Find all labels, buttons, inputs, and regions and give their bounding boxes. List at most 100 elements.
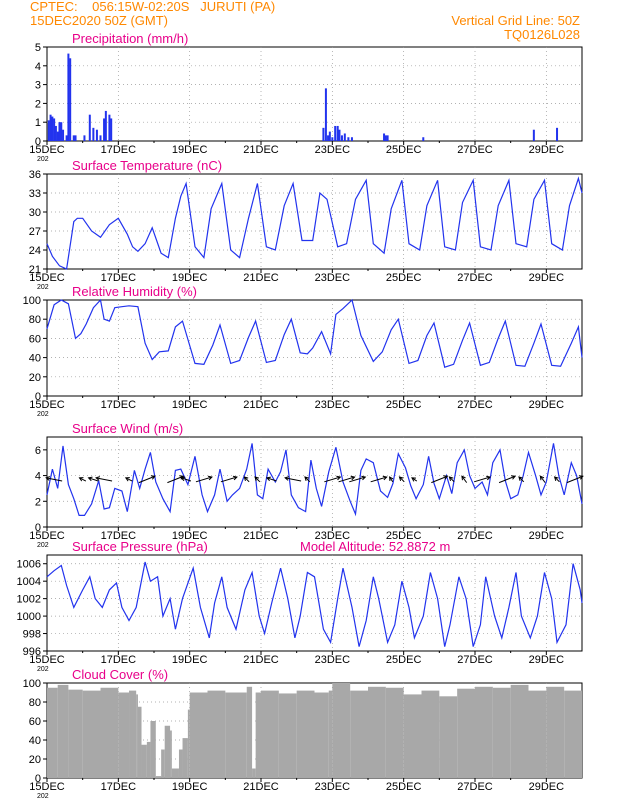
precip-bar [110,118,113,141]
cloud-bar [492,687,511,778]
wind-arrow-head [284,476,290,481]
panel-4: 15DEC 17DEC 19DEC 21DEC 23DEC 25DEC 27DEC 29DEC… [29,421,584,549]
y-tick-label: 20 [29,754,41,766]
wind-arrow [389,476,394,483]
cloud-bar [439,696,458,778]
x-tick-label: 25DEC [386,272,422,284]
wind-arrow [87,476,99,482]
wind-arrow-shaft [338,476,355,483]
wind-arrow-head [180,476,186,482]
cloud-bar [129,690,137,778]
wind-arrow [304,476,311,483]
wind-arrow-head [265,476,271,482]
header-station: CPTEC: 056:15W-02:20S JURUTI (PA) [30,0,275,14]
header-date: 15DEC2020 50Z (GMT) [30,13,168,28]
precip-bar [51,116,54,141]
precip-bar [384,135,387,141]
cloud-bar [328,690,333,778]
precip-bar [108,114,111,141]
cloud-bar [510,684,529,778]
x-tick-label: 29DEC [529,144,565,156]
wind-arrow-shaft [266,477,277,482]
wind-arrow-shaft [95,477,113,482]
wind-arrow [124,477,133,482]
cloud-bar [255,692,261,778]
wind-arrow-head [350,475,356,481]
wind-arrow [180,476,192,482]
cloud-bar [350,690,368,778]
cloud-bar [457,688,475,778]
x-tick-label: 15DEC [29,399,65,411]
precip-bar [347,137,350,141]
panel-title: Cloud Cover (%) [72,667,168,682]
cloud-bar [475,686,493,778]
x-tick-label: 17DEC [101,654,137,666]
y-tick-label: 60 [29,716,41,728]
wind-arrow-shaft [79,477,87,482]
x-tick-label: 21DEC [243,399,279,411]
wind-arrow-head [539,475,545,481]
y-tick-label: 5 [35,42,41,54]
x-tick-label: 23DEC [315,399,351,411]
precip-bar [336,125,339,141]
precip-bar [95,129,98,141]
wind-arrow [518,476,525,483]
cloud-bar [100,687,119,778]
panel-3: 15DEC 17DEC 19DEC 21DEC 23DEC 25DEC 27DEC 29DEC… [23,284,583,418]
precip-bar [383,133,386,141]
header: CPTEC: 056:15W-02:20S JURUTI (PA) 15DEC2… [30,0,580,42]
y-tick-label: 33 [29,188,41,200]
x-tick-label: 23DEC [315,272,351,284]
x-year-label: 202 [37,156,49,163]
cloud-bar [146,741,151,778]
y-tick-label: 1 [35,117,41,129]
wind-arrow-head [448,476,454,482]
wind-arrow-head [87,476,93,482]
x-tick-label: 25DEC [386,144,422,156]
wind-arrow-head [254,476,260,482]
wind-arrow-head [443,475,449,480]
wind-arrow-shaft [220,476,238,483]
cloud-bar [225,692,247,778]
cloud-bar [252,768,256,778]
cloud-bar [314,692,329,778]
y-tick-label: 30 [29,207,41,219]
wind-arrow-shaft [473,476,491,483]
cloud-bar [278,693,297,778]
cloud-bar [385,687,404,778]
wind-arrow-shaft [304,476,311,483]
y-tick-label: 40 [29,353,41,365]
cloud-bar [187,709,190,778]
panel-annotation: Model Altitude: 52.8872 m [300,539,450,554]
y-tick-label: 21 [29,264,41,276]
x-year-label: 202 [37,284,49,291]
wind-arrow [284,476,302,482]
series-line [46,298,583,368]
wind-arrow-shaft [370,476,387,483]
wind-arrow-shaft [195,476,213,483]
precip-bar [338,129,341,141]
x-tick-label: 21DEC [243,144,279,156]
x-tick-label: 23DEC [315,144,351,156]
precip-bar [53,118,56,141]
panel-title: Relative Humidity (%) [72,284,197,299]
x-tick-label: 17DEC [101,399,137,411]
panel-frame [46,46,583,142]
wind-arrow-head [518,476,523,482]
precip-bar [74,135,77,141]
wind-arrow [195,475,213,483]
wind-arrow [539,475,546,483]
wind-arrow [95,476,113,482]
x-tick-label: 27DEC [457,530,493,542]
wind-arrow-head [461,475,466,481]
x-year-label: 202 [37,542,49,549]
y-tick-label: 3 [35,80,41,92]
wind-arrow-shaft [518,476,525,483]
wind-arrow-shaft [461,475,468,483]
x-tick-label: 25DEC [386,781,422,793]
wind-arrow [45,476,63,482]
x-tick-label: 21DEC [243,530,279,542]
wind-arrow-head [486,475,492,481]
cloud-bar [207,690,226,778]
x-tick-label: 19DEC [172,144,208,156]
